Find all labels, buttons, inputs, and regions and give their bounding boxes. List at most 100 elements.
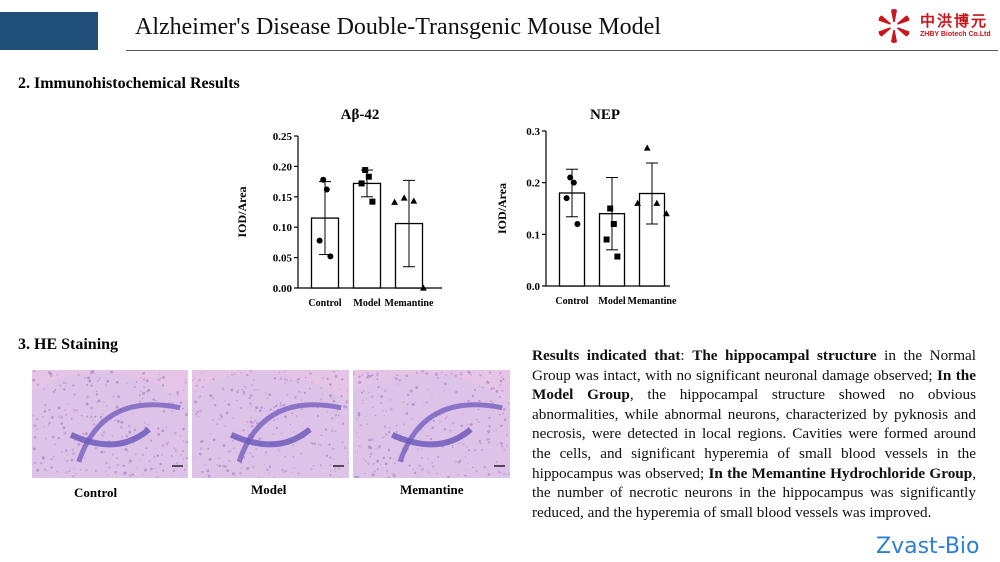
cell-dot (155, 471, 158, 473)
cell-dot (499, 413, 501, 416)
cell-dot (43, 388, 45, 390)
cell-dot (311, 442, 314, 445)
cell-dot (421, 370, 424, 373)
cell-dot (154, 447, 157, 450)
cell-dot (222, 460, 225, 463)
y-tick-label: 0.25 (273, 131, 293, 143)
cell-dot (201, 470, 204, 474)
cell-dot (386, 373, 389, 376)
cell-dot (341, 441, 344, 444)
cell-dot (138, 400, 142, 404)
cell-dot (465, 469, 467, 471)
cell-dot (458, 442, 460, 444)
y-tick-label: 0.1 (526, 229, 540, 241)
cell-dot (396, 374, 399, 377)
cell-dot (249, 370, 253, 373)
cell-dot (197, 415, 200, 418)
cell-dot (358, 381, 362, 385)
x-tick-label-control: Control (308, 298, 341, 309)
cell-dot (124, 448, 128, 452)
cell-dot (171, 410, 174, 412)
cell-dot (309, 387, 311, 390)
cell-dot (469, 373, 472, 376)
cell-dot (389, 399, 392, 401)
results-memantine-text: , the number of necrotic neurons in the … (532, 464, 976, 521)
cell-dot (165, 442, 169, 446)
cell-dot (488, 417, 491, 420)
chart-title: NEP (590, 107, 620, 123)
cell-dot (279, 377, 283, 380)
cell-dot (303, 391, 307, 395)
y-axis-label: IOD/Area (495, 183, 509, 234)
cell-dot (444, 417, 447, 420)
cell-dot (278, 371, 281, 374)
cell-dot (376, 374, 378, 377)
cell-dot (157, 475, 159, 478)
cell-dot (121, 435, 124, 438)
cell-dot (364, 460, 367, 463)
cell-dot (34, 436, 37, 439)
cell-dot (184, 464, 187, 466)
cell-dot (293, 467, 295, 469)
data-point (634, 199, 641, 206)
cell-dot (372, 406, 374, 408)
cell-dot (152, 398, 155, 401)
cell-dot (300, 407, 304, 411)
cell-dot (407, 393, 410, 397)
cell-dot (425, 426, 427, 429)
cell-dot (446, 475, 450, 478)
cell-dot (149, 467, 153, 471)
cell-dot (197, 378, 201, 382)
cell-dot (42, 458, 45, 461)
cell-dot (36, 468, 40, 472)
cell-dot (381, 410, 384, 412)
data-point (570, 179, 577, 186)
cell-dot (387, 449, 391, 452)
cell-dot (393, 462, 396, 465)
x-tick-label-memantine: Memantine (385, 298, 434, 309)
cell-dot (233, 447, 235, 449)
cell-dot (159, 373, 161, 375)
cell-dot (182, 407, 184, 410)
cell-dot (120, 425, 123, 429)
cell-dot (141, 453, 145, 457)
cell-dot (330, 416, 334, 420)
cell-dot (380, 395, 384, 398)
cell-dot (62, 381, 66, 385)
cell-dot (411, 403, 415, 406)
cell-dot (182, 457, 185, 461)
cell-dot (487, 433, 489, 435)
cell-dot (499, 379, 503, 383)
cell-dot (456, 473, 460, 476)
cell-dot (214, 404, 217, 407)
cell-dot (36, 417, 39, 421)
cell-dot (40, 462, 43, 465)
cell-dot (101, 433, 105, 437)
cell-dot (398, 378, 402, 382)
cell-dot (467, 462, 469, 465)
cell-dot (91, 370, 95, 373)
cell-dot (508, 472, 510, 476)
cell-dot (104, 384, 108, 387)
cell-dot (53, 443, 57, 446)
cell-dot (382, 456, 385, 460)
cell-dot (182, 389, 185, 391)
cell-dot (365, 397, 367, 399)
cell-dot (93, 372, 96, 375)
cell-dot (173, 431, 177, 435)
cell-dot (343, 446, 347, 450)
cell-dot (180, 475, 183, 477)
cell-dot (239, 471, 243, 475)
cell-dot (298, 390, 301, 393)
cell-dot (133, 443, 135, 445)
cell-dot (62, 426, 66, 430)
cell-dot (431, 393, 433, 396)
cell-dot (52, 435, 55, 439)
cell-dot (85, 402, 89, 406)
cell-dot (389, 457, 392, 460)
cell-dot (334, 374, 338, 378)
cell-dot (322, 377, 324, 379)
cell-dot (373, 378, 375, 380)
cell-dot (471, 394, 475, 398)
cell-dot (405, 374, 409, 378)
